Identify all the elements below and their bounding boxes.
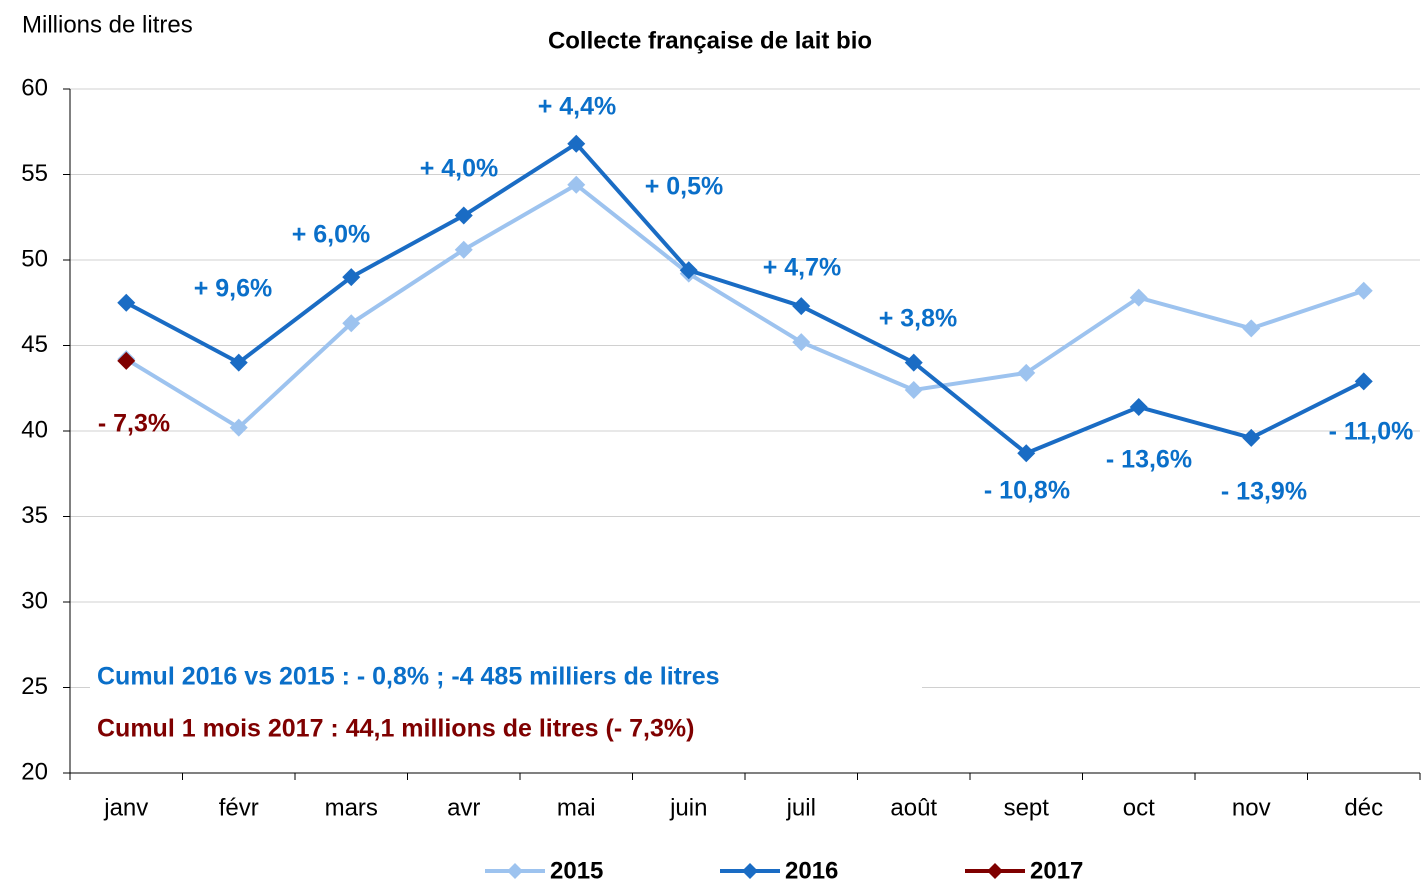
annotation: - 10,8% — [984, 477, 1070, 505]
marker — [229, 353, 248, 372]
marker — [117, 293, 136, 312]
marker — [567, 175, 586, 194]
marker — [1242, 428, 1261, 447]
legend-label: 2017 — [1030, 857, 1083, 883]
annotation: + 6,0% — [292, 221, 371, 249]
chart-title: Collecte française de lait bio — [548, 27, 872, 54]
marker — [1017, 444, 1036, 463]
y-tick-label: 50 — [21, 245, 48, 272]
marker — [1129, 398, 1148, 417]
annotation: - 13,6% — [1106, 446, 1192, 474]
marker — [792, 297, 811, 316]
legend-marker — [987, 863, 1003, 879]
marker — [1354, 281, 1373, 300]
x-tick-label: janv — [103, 794, 148, 821]
annotation: + 0,5% — [645, 173, 724, 201]
annotation: + 3,8% — [879, 305, 958, 333]
marker — [1129, 288, 1148, 307]
note: Cumul 1 mois 2017 : 44,1 millions de lit… — [97, 715, 694, 743]
note: Cumul 2016 vs 2015 : - 0,8% ; -4 485 mil… — [97, 663, 720, 691]
x-tick-label: nov — [1232, 794, 1271, 821]
x-tick-label: mai — [557, 794, 596, 821]
marker — [454, 240, 473, 259]
series-line — [125, 141, 1365, 456]
annotation: - 13,9% — [1221, 478, 1307, 506]
marker — [342, 314, 361, 333]
legend-marker — [507, 863, 523, 879]
y-tick-label: 35 — [21, 502, 48, 529]
y-tick-label: 45 — [21, 331, 48, 358]
x-tick-label: oct — [1123, 794, 1155, 821]
annotation: - 11,0% — [1329, 418, 1414, 446]
y-tick-label: 30 — [21, 587, 48, 614]
y-tick-label: 60 — [21, 74, 48, 101]
marker — [117, 351, 136, 370]
series-line — [125, 182, 1365, 430]
legend-marker — [742, 863, 758, 879]
x-tick-label: juil — [786, 794, 816, 821]
y-axis-label: Millions de litres — [22, 11, 193, 38]
annotation: + 4,4% — [538, 93, 617, 121]
y-tick-label: 20 — [21, 758, 48, 785]
marker — [1242, 319, 1261, 338]
x-tick-label: avr — [447, 794, 480, 821]
legend-label: 2015 — [550, 857, 603, 883]
marker — [342, 268, 361, 287]
x-tick-label: juin — [669, 794, 707, 821]
annotation: + 9,6% — [194, 275, 273, 303]
marker — [679, 261, 698, 280]
legend-label: 2016 — [785, 857, 838, 883]
marker — [567, 134, 586, 153]
x-tick-label: déc — [1344, 794, 1383, 821]
marker — [904, 380, 923, 399]
marker — [904, 353, 923, 372]
annotation: - 7,3% — [98, 410, 170, 438]
x-tick-label: mars — [325, 794, 378, 821]
x-tick-label: févr — [219, 794, 259, 821]
marker — [792, 333, 811, 352]
x-tick-label: sept — [1004, 794, 1050, 821]
y-tick-label: 40 — [21, 416, 48, 443]
marker — [1017, 363, 1036, 382]
marker — [454, 206, 473, 225]
y-tick-label: 55 — [21, 160, 48, 187]
marker — [229, 418, 248, 437]
marker — [1354, 372, 1373, 391]
annotation: + 4,7% — [763, 254, 842, 282]
note-background — [90, 656, 922, 700]
annotation: + 4,0% — [420, 155, 499, 183]
y-tick-label: 25 — [21, 673, 48, 700]
x-tick-label: août — [890, 794, 937, 821]
